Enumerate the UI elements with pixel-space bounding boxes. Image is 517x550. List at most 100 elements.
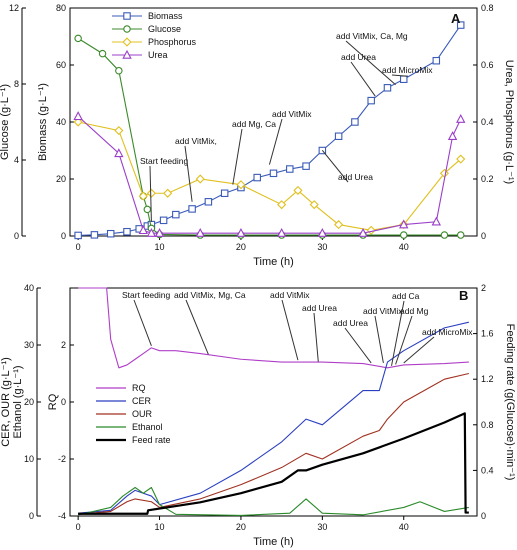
panel-b-x-tick-label: 40: [399, 522, 409, 532]
series-phosphorus-point: [195, 174, 205, 184]
panel-a-annotation-arrow: [184, 145, 193, 202]
series-urea-point: [399, 219, 409, 229]
series-urea-point: [195, 227, 205, 237]
panel-a-annotation: add MicroMix: [382, 65, 433, 75]
panel-b-feed-tick-label: 0: [481, 511, 486, 521]
series-phosphorus-point: [309, 200, 319, 210]
series-biomass-point: [123, 227, 131, 236]
panel-b-rq-tick-label: 2: [61, 340, 66, 350]
series-urea-point: [358, 227, 368, 237]
series-phosphorus-point: [366, 225, 376, 235]
series-phosphorus-point: [114, 125, 124, 136]
legend-ethanol-label: Ethanol: [132, 422, 163, 432]
panel-a-right-label: Urea, Phosphorus (g·L⁻¹): [503, 60, 515, 184]
panel-b-rq-tick-label: -2: [58, 454, 66, 464]
series-urea-point: [447, 131, 458, 140]
series-biomass-point: [334, 132, 343, 141]
panel-a-biomass-tick-label: 60: [56, 60, 66, 70]
series-biomass-point: [74, 231, 82, 240]
series-glucose-point: [399, 231, 408, 239]
series-biomass-point: [432, 56, 441, 65]
series-glucose-point: [74, 34, 82, 43]
panel-a-annotation-arrow: [350, 61, 376, 97]
panel-b-annotation: add VitMix: [270, 290, 310, 300]
legend-rq-label: RQ: [132, 383, 146, 393]
panel-a-glucose-label: Glucose (g·L⁻¹): [0, 84, 11, 160]
panel-b-annotation-arrow: [281, 299, 299, 361]
panel-b-feed-tick-label: 0.8: [481, 420, 494, 430]
panel-b-feed-tick-label: 1.6: [481, 329, 494, 339]
series-glucose-point: [456, 231, 465, 239]
series-urea-point: [114, 148, 124, 158]
panel-a-glucose-tick-label: 8: [14, 79, 19, 89]
panel-a-annotation-arrow: [268, 118, 283, 165]
series-biomass-line: [78, 24, 462, 236]
series-rq-line: [78, 287, 469, 369]
legend-feed-rate-label: Feed rate: [132, 435, 171, 445]
series-biomass-point: [286, 165, 294, 173]
series-urea-point: [431, 216, 442, 226]
series-urea-point: [317, 227, 328, 237]
legend-phosphorus-label: Phosphorus: [148, 37, 197, 47]
series-glucose-point: [98, 49, 107, 58]
panel-b-feed-tick-label: 2: [481, 283, 486, 293]
series-biomass-point: [204, 198, 213, 206]
series-biomass-point: [269, 169, 278, 178]
panel-b-x-label: Time (h): [253, 536, 294, 548]
legend-glucose-marker: [123, 25, 131, 33]
panel-a-annotation-arrow: [321, 150, 349, 183]
panel-b-annotation: add Mg: [400, 306, 429, 316]
legend-our-label: OUR: [132, 409, 153, 419]
panel-a-x-tick-label: 20: [236, 242, 246, 252]
series-phosphorus-point: [146, 188, 156, 198]
series-urea-point: [73, 111, 83, 121]
panel-a-biomass-tick-label: 20: [56, 174, 66, 184]
series-glucose-point: [115, 66, 123, 75]
panel-b-annotation-arrow: [133, 299, 152, 347]
panel-a-annotation: add Mg, Ca: [232, 119, 276, 129]
panel-b-feed-tick-label: 0.4: [481, 465, 494, 475]
panel-b-annotation: add VitMix, Mg, Ca: [174, 290, 246, 300]
panel-a-annotation: add Urea: [341, 52, 376, 62]
series-urea-point: [146, 227, 157, 237]
series-biomass-point: [106, 229, 115, 238]
panel-a-annotation: add VitMix: [272, 109, 312, 119]
panel-b-x-tick-label: 30: [317, 522, 327, 532]
panel-a-right-tick-label: 0.6: [481, 60, 494, 70]
panel-b-feed-label: Feeding rate (g(Glucose)·min⁻¹): [504, 324, 516, 481]
series-glucose-point: [143, 205, 152, 214]
panel-a-annotation-arrow: [345, 40, 396, 86]
panel-b-annotation-arrow: [391, 300, 405, 366]
series-phosphorus-point: [334, 220, 344, 230]
panel-a-biomass-label: Biomass (g·L⁻¹): [37, 83, 49, 161]
panel-a-annotation: add VitMix,: [175, 136, 217, 146]
series-biomass-point: [172, 210, 180, 219]
series-biomass-point: [383, 84, 392, 92]
panel-a-right-tick-label: 0.2: [481, 174, 494, 184]
series-biomass-point: [220, 189, 229, 198]
panel-a-annotation-arrow: [391, 74, 408, 77]
panel-b-left-tick-label: 30: [24, 340, 34, 350]
panel-a-annotation: add VitMix, Ca, Mg: [336, 31, 408, 41]
legend-biomass-marker: [123, 12, 131, 20]
series-biomass-point: [188, 205, 196, 213]
panel-a-x-tick-label: 10: [155, 242, 165, 252]
panel-a-annotation: Start feeding: [140, 156, 188, 166]
series-biomass-point: [253, 173, 261, 182]
panel-a-glucose-tick-label: 12: [9, 3, 19, 13]
series-urea-point: [456, 113, 466, 123]
panel-b-left-label-2: Ethanol (g·L⁻¹): [12, 365, 24, 438]
legend-urea-label: Urea: [148, 50, 168, 60]
panel-b-annotation-arrow: [395, 315, 413, 365]
panel-b-annotation: add Urea: [302, 303, 337, 313]
series-feed-rate-line: [78, 412, 469, 515]
panel-a-biomass-tick-label: 80: [56, 3, 66, 13]
series-biomass-point: [90, 231, 99, 239]
panel-b-annotation: add Urea: [333, 318, 368, 328]
panel-b-annotation: add MicroMix: [422, 327, 473, 337]
series-biomass-point: [302, 162, 310, 170]
series-biomass-point: [399, 75, 408, 84]
panel-a-label: A: [451, 11, 461, 26]
series-glucose-point: [440, 231, 449, 239]
